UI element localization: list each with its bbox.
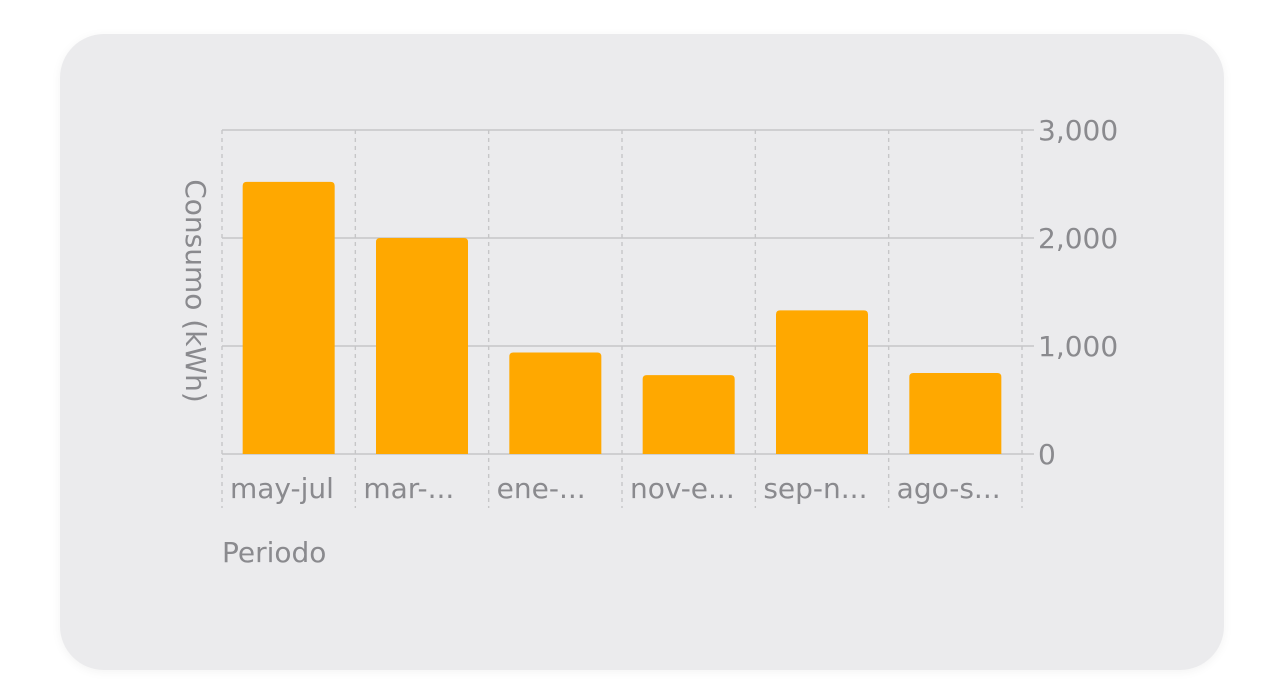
y-axis-title: Consumo (kWh): [179, 179, 212, 403]
bar: [776, 310, 868, 454]
bar: [509, 352, 602, 454]
labels-layer: 0 1,000 2,000 3,000 may-jul mar-... ene-... nov…: [230, 114, 1118, 505]
x-tick-label: mar-...: [363, 472, 454, 505]
x-tick-label: ago-s...: [897, 472, 1001, 505]
x-tick-label: sep-n...: [763, 472, 867, 505]
x-tick-label: nov-e...: [630, 472, 735, 505]
grid-layer: [221, 129, 1034, 508]
y-tick-label: 0: [1038, 438, 1056, 471]
bar: [642, 375, 735, 454]
bar: [909, 373, 1002, 454]
bar: [242, 181, 335, 454]
bar: [376, 238, 468, 454]
y-tick-label: 3,000: [1038, 114, 1118, 147]
y-tick-label: 2,000: [1038, 222, 1118, 255]
x-axis-title: Periodo: [222, 536, 326, 569]
x-tick-label: may-jul: [230, 472, 334, 505]
y-tick-label: 1,000: [1038, 330, 1118, 363]
bars-layer: [242, 181, 1002, 454]
x-tick-label: ene-...: [497, 472, 586, 505]
